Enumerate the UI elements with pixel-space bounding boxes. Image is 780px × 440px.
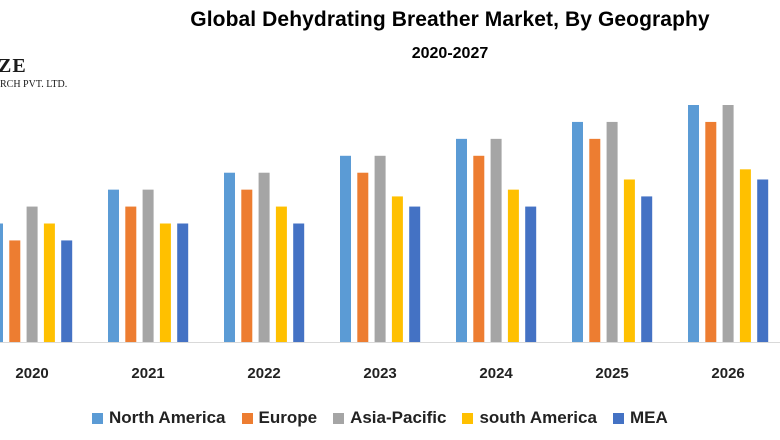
bar-europe-2025	[589, 138, 601, 342]
bar-mea-2022	[293, 223, 305, 342]
logo-text-sub: RCH PVT. LTD.	[0, 79, 68, 90]
legend-swatch-europe	[241, 412, 253, 424]
x-tick-label-2020: 2020	[15, 365, 48, 382]
bar-north-america-2023	[340, 155, 351, 342]
bar-south-america-2021	[159, 223, 171, 342]
bar-mea-2024	[525, 206, 537, 342]
legend-swatch-north-america	[92, 412, 103, 424]
bar-asia-pacific-2021	[142, 189, 154, 342]
bar-asia-pacific-2026	[722, 105, 734, 342]
bar-north-america-2025	[572, 121, 583, 342]
bar-north-america-2026	[688, 105, 699, 342]
bar-south-america-2024	[507, 189, 519, 342]
x-tick-label-2025: 2025	[595, 365, 628, 382]
x-tick-label-2023: 2023	[363, 365, 396, 382]
bar-south-america-2025	[623, 179, 635, 342]
legend-item-europe: Europe	[241, 408, 318, 428]
bar-asia-pacific-2020	[26, 206, 38, 342]
legend-item-mea: MEA	[612, 408, 668, 428]
chart-subtitle: 2020-2027	[411, 45, 489, 62]
bar-europe-2022	[241, 189, 253, 342]
legend-label-asia-pacific: Asia-Pacific	[350, 408, 447, 427]
company-logo: ZE RCH PVT. LTD.	[0, 55, 120, 95]
bar-north-america-2024	[456, 138, 467, 342]
bar-mea-2020	[61, 240, 73, 342]
legend-label-south-america: south America	[479, 408, 597, 427]
legend-swatch-asia-pacific	[333, 412, 345, 424]
bar-mea-2026	[757, 179, 769, 342]
legend-label-north-america: North America	[109, 408, 226, 427]
bar-asia-pacific-2025	[606, 121, 618, 342]
bar-mea-2021	[177, 223, 189, 342]
bar-chart-plot: 2020 2021 2022 2023 2024 2025 2026	[0, 105, 780, 382]
bar-north-america-2021	[108, 189, 119, 342]
bar-europe-2021	[125, 206, 137, 342]
legend-swatch-mea	[612, 412, 624, 424]
legend-label-mea: MEA	[629, 408, 668, 427]
legend-swatch-south-america	[462, 412, 474, 424]
legend-label-europe: Europe	[258, 408, 318, 427]
legend-item-asia-pacific: Asia-Pacific	[333, 408, 446, 428]
chart-legend: North America Europe Asia-Pacific south Ame…	[92, 406, 684, 430]
bar-north-america-2020	[0, 223, 3, 342]
bar-asia-pacific-2023	[374, 155, 386, 342]
x-tick-label-2024: 2024	[479, 365, 513, 382]
legend-item-north-america: North America	[92, 408, 226, 428]
x-tick-label-2022: 2022	[247, 365, 280, 382]
bar-mea-2025	[641, 196, 653, 342]
bar-europe-2024	[473, 155, 485, 342]
bar-south-america-2023	[391, 196, 403, 342]
bar-south-america-2026	[739, 169, 751, 342]
bar-asia-pacific-2024	[490, 138, 502, 342]
bar-asia-pacific-2022	[258, 172, 270, 342]
chart-title: Global Dehydrating Breather Market, By G…	[190, 8, 710, 31]
bar-mea-2023	[409, 206, 421, 342]
bar-south-america-2020	[43, 223, 55, 342]
logo-text-main: ZE	[0, 55, 27, 77]
x-tick-label-2021: 2021	[131, 365, 164, 382]
legend-item-south-america: south America	[462, 408, 597, 428]
bar-europe-2023	[357, 172, 369, 342]
bar-europe-2026	[705, 121, 717, 342]
x-tick-label-2026: 2026	[711, 365, 744, 382]
bar-south-america-2022	[275, 206, 287, 342]
bar-north-america-2022	[224, 172, 235, 342]
bar-europe-2020	[9, 240, 21, 342]
